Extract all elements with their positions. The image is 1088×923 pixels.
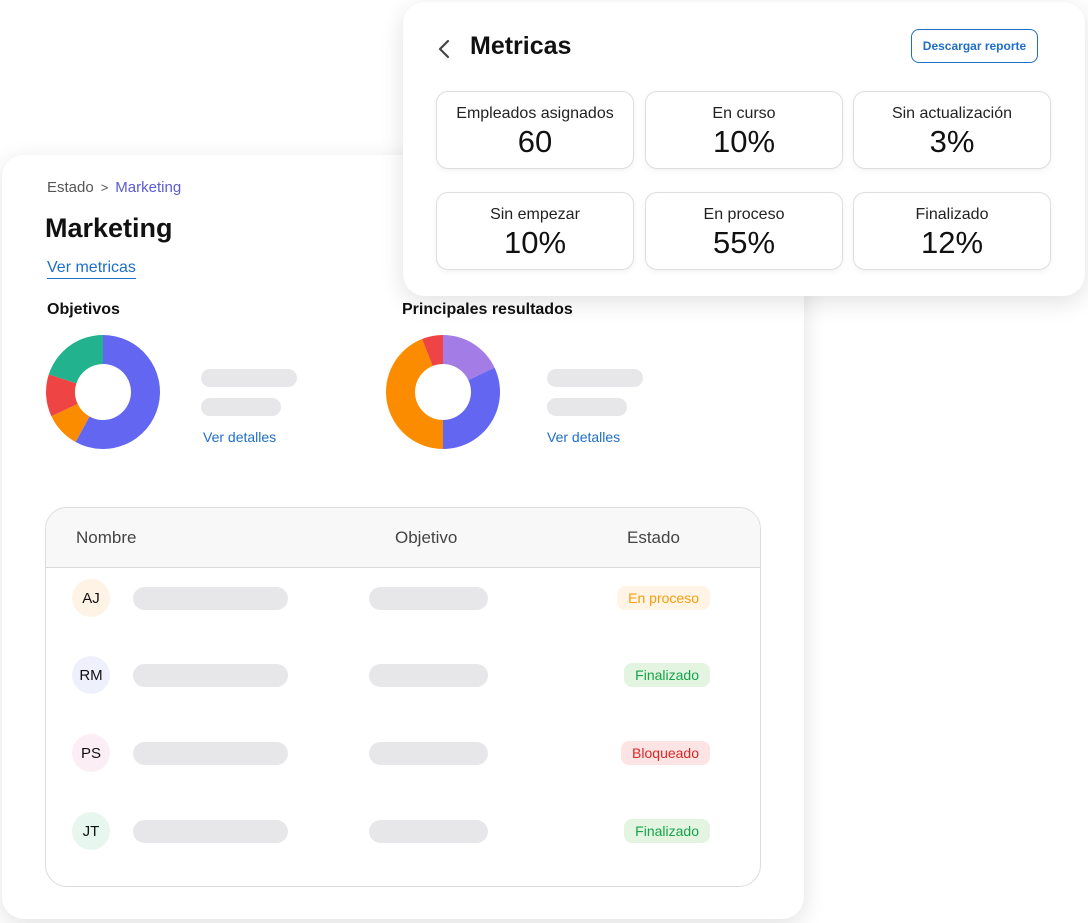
column-header-objective[interactable]: Objetivo [395,528,458,547]
breadcrumb: Estado > Marketing [47,179,181,196]
view-metrics-link[interactable]: Ver metricas [47,259,136,279]
placeholder-bar [201,369,297,387]
table-row[interactable]: JT Finalizado [46,811,760,851]
placeholder-bar [547,369,643,387]
donut-slice [48,335,103,384]
donut-slice [386,339,443,449]
donut-slice [443,367,500,449]
avatar: JT [72,812,110,850]
page-title: Marketing [45,213,173,243]
metric-label: En proceso [703,206,785,223]
chevron-left-icon[interactable] [436,38,454,60]
metric-card-in-course: En curso 10% [645,91,843,169]
metric-card-in-progress: En proceso 55% [645,192,843,270]
objectives-details-link[interactable]: Ver detalles [203,429,277,445]
metrics-title: Metricas [470,32,572,60]
name-placeholder [133,664,288,687]
metric-label: Finalizado [915,206,989,223]
objective-placeholder [369,587,488,610]
table-row[interactable]: PS Bloqueado [46,733,760,773]
metric-label: Sin actualización [891,105,1013,122]
chevron-right-icon: > [100,180,109,195]
avatar: AJ [72,579,110,617]
avatar: RM [72,656,110,694]
status-badge: Bloqueado [621,741,710,765]
metric-value: 3% [929,124,975,159]
key-results-donut-chart [386,335,500,449]
metric-card-not-started: Sin empezar 10% [436,192,634,270]
metric-label: En curso [712,105,776,122]
metric-value: 10% [503,225,567,260]
metric-card-finished: Finalizado 12% [853,192,1051,270]
metric-card-assigned-employees: Empleados asignados 60 [436,91,634,169]
donut-slice [75,335,160,449]
status-badge: Finalizado [624,819,710,843]
donut-slice [443,335,495,381]
placeholder-bar [201,398,281,416]
metric-value: 12% [920,225,984,260]
table-row[interactable]: RM Finalizado [46,655,760,695]
metric-value: 10% [712,124,776,159]
metrics-panel: Metricas Descargar reporte Empleados asi… [403,2,1085,296]
metric-card-not-updated: Sin actualización 3% [853,91,1051,169]
objectives-donut-chart [46,335,160,449]
name-placeholder [133,742,288,765]
table-header: Nombre Objetivo Estado [46,508,760,568]
status-badge: Finalizado [624,663,710,687]
name-placeholder [133,820,288,843]
key-results-title: Principales resultados [402,301,573,318]
column-header-status[interactable]: Estado [627,528,680,547]
name-placeholder [133,587,288,610]
table-row[interactable]: AJ En proceso [46,578,760,618]
objective-placeholder [369,820,488,843]
objective-placeholder [369,664,488,687]
key-results-details-link[interactable]: Ver detalles [547,429,621,445]
status-badge: En proceso [617,586,710,610]
donut-slice [422,335,443,366]
employees-table: Nombre Objetivo Estado AJ En proceso RM … [45,507,761,887]
metric-label: Empleados asignados [456,105,614,122]
placeholder-bar [547,398,627,416]
breadcrumb-current[interactable]: Marketing [115,179,182,196]
metric-label: Sin empezar [490,206,580,223]
donut-slice [46,374,78,417]
objectives-title: Objetivos [47,301,120,318]
donut-slice [51,403,90,442]
metric-value: 55% [712,225,776,260]
objective-placeholder [369,742,488,765]
column-header-name[interactable]: Nombre [76,528,137,547]
avatar: PS [72,734,110,772]
download-report-button[interactable]: Descargar reporte [911,29,1038,63]
metric-value: 60 [517,124,553,159]
breadcrumb-root[interactable]: Estado [47,179,94,196]
